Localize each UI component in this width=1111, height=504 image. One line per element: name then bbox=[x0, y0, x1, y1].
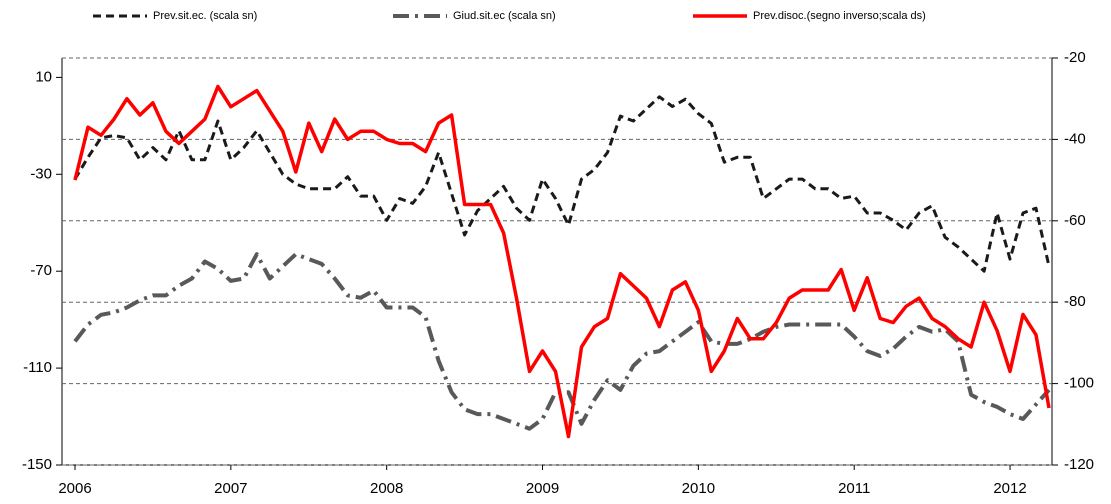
x-tick-label: 2006 bbox=[58, 480, 91, 497]
legend-label: Giud.sit.ec (scala sn) bbox=[453, 10, 556, 22]
y-tick-label: -150 bbox=[22, 456, 52, 473]
y2-tick-label: -80 bbox=[1064, 293, 1086, 310]
y-tick-label: -70 bbox=[30, 262, 52, 279]
x-tick-label: 2007 bbox=[214, 480, 247, 497]
x-tick-label: 2011 bbox=[838, 480, 870, 497]
x-tick-label: 2012 bbox=[993, 480, 1026, 497]
y-tick-label: -30 bbox=[30, 165, 52, 182]
series-line bbox=[73, 84, 1051, 439]
series-line bbox=[73, 252, 1051, 431]
y-tick-label: 10 bbox=[35, 68, 52, 85]
x-tick-label: 2010 bbox=[682, 480, 715, 497]
x-tick-label: 2008 bbox=[370, 480, 403, 497]
legend-label: Prev.sit.ec. (scala sn) bbox=[153, 10, 257, 22]
y2-tick-label: -20 bbox=[1064, 49, 1086, 66]
x-tick-label: 2009 bbox=[526, 480, 559, 497]
y2-tick-label: -100 bbox=[1064, 375, 1094, 392]
legend-label: Prev.disoc.(segno inverso;scala ds) bbox=[753, 10, 926, 22]
series-line bbox=[73, 95, 1051, 273]
y-tick-label: -110 bbox=[23, 359, 52, 376]
y2-tick-label: -60 bbox=[1064, 212, 1086, 229]
y2-tick-label: -40 bbox=[1064, 130, 1086, 147]
y2-tick-label: -120 bbox=[1064, 456, 1094, 473]
